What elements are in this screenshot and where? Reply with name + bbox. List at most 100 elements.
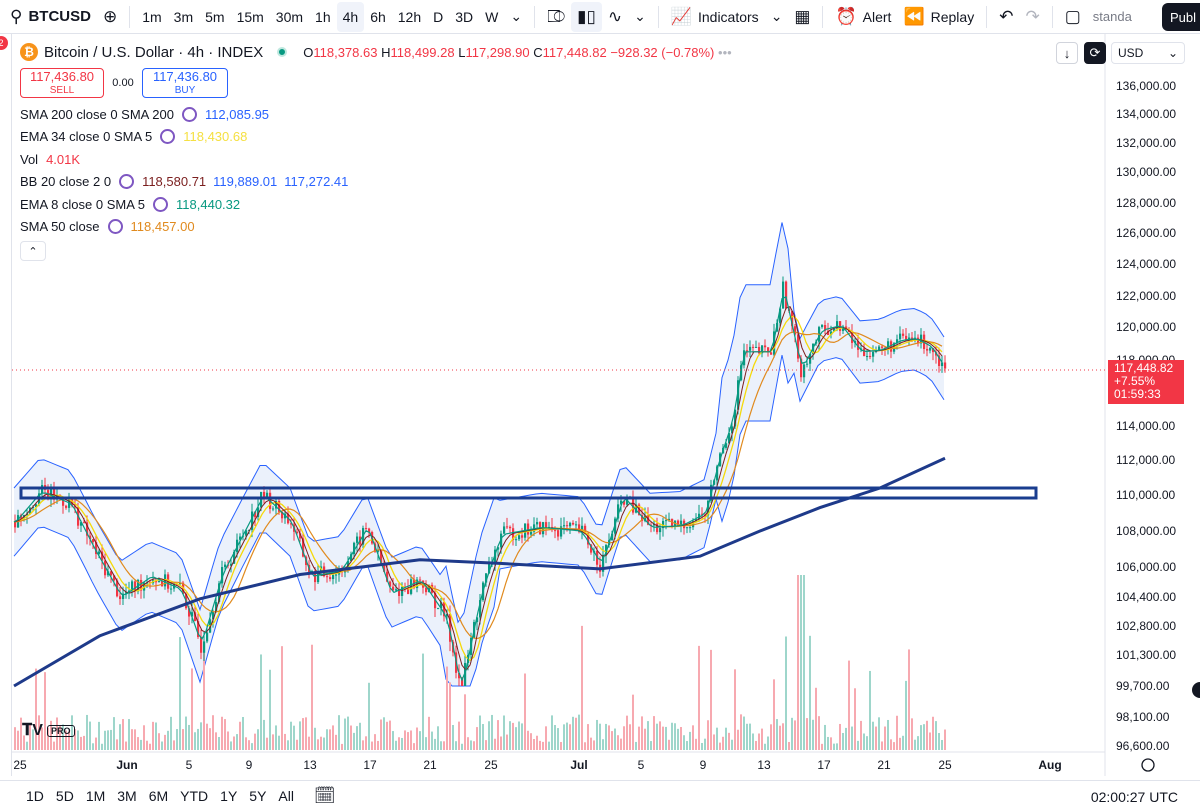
volume-bar	[554, 725, 556, 750]
alert-button[interactable]: ⏰ Alert	[829, 2, 897, 32]
volume-bar	[35, 668, 37, 750]
indicators-dropdown[interactable]: ⌄	[765, 2, 789, 32]
volume-bar	[752, 733, 754, 750]
symbol-title[interactable]: Bitcoin / U.S. Dollar · 4h · INDEX	[44, 43, 264, 61]
sell-button[interactable]: 117,436.80 SELL	[20, 68, 104, 98]
volume-bar	[830, 737, 832, 750]
indicator-row[interactable]: EMA 8 close 0 SMA 5 118,440.32	[20, 193, 1080, 216]
indicator-row[interactable]: SMA 50 close 118,457.00	[20, 216, 1080, 239]
bar-countdown: 01:59:33	[1114, 387, 1161, 401]
publish-button[interactable]: Publ	[1162, 3, 1200, 31]
indicators-button[interactable]: 📈 Indicators	[665, 2, 765, 32]
candle-body	[767, 347, 770, 353]
range-1m[interactable]: 1M	[85, 787, 106, 804]
volume-bar	[875, 726, 877, 750]
buy-button[interactable]: 117,436.80 BUY	[142, 68, 228, 98]
volume-bar	[80, 736, 82, 750]
range-3m[interactable]: 3M	[117, 787, 137, 804]
indicator-row[interactable]: SMA 200 close 0 SMA 200 112,085.95	[20, 103, 1080, 126]
range-ytd[interactable]: YTD	[180, 787, 209, 804]
range-list: 1D 5D 1M 3M 6M YTD 1Y 5Y All	[20, 788, 300, 804]
candle-body	[479, 600, 482, 618]
more-dots-icon[interactable]: •••	[718, 44, 732, 60]
auto-scale-button[interactable]: ⟳	[1084, 42, 1106, 64]
clock[interactable]: 02:00:27 UTC	[1090, 789, 1178, 805]
volume-bar	[203, 650, 205, 750]
candle-body	[65, 505, 68, 508]
candle-body	[170, 588, 173, 590]
candle-body	[356, 536, 359, 543]
interval-W[interactable]: W	[485, 8, 499, 25]
interval-1h[interactable]: 1h	[315, 8, 331, 25]
replay-button[interactable]: ⏪ Replay	[897, 2, 980, 32]
volume-bar	[77, 730, 79, 750]
redo-button[interactable]: ↷	[1019, 2, 1045, 32]
volume-bar	[263, 719, 265, 750]
collapse-legend-button[interactable]: ⌃	[20, 241, 46, 261]
interval-15m[interactable]: 15m	[236, 8, 264, 25]
volume-bar	[200, 722, 202, 750]
interval-4h[interactable]: 4h	[336, 1, 365, 32]
range-1d[interactable]: 1D	[26, 787, 44, 804]
calendar-range-icon[interactable]: 🗓	[313, 785, 336, 805]
add-symbol-button[interactable]: ⊕	[97, 2, 123, 32]
volume-bar	[797, 575, 799, 750]
currency-select[interactable]: USD ⌄	[1111, 42, 1185, 64]
volume-bar	[791, 717, 793, 750]
volume-bar	[140, 739, 142, 750]
chart-type-dropdown[interactable]: ⌄	[628, 2, 652, 32]
interval-D[interactable]: D	[433, 8, 444, 25]
price-chart[interactable]: 136,000.00 134,000.00 132,000.00 130,000.00…	[0, 0, 1200, 780]
interval-5m[interactable]: 5m	[205, 8, 225, 25]
indicator-row[interactable]: BB 20 close 2 0 118,580.71 119,889.01 117,2…	[20, 171, 1080, 194]
interval-12h[interactable]: 12h	[397, 8, 422, 25]
notification-badge[interactable]: 2	[0, 36, 8, 50]
interval-3D[interactable]: 3D	[455, 8, 474, 25]
interval-30m[interactable]: 30m	[275, 8, 304, 25]
volume-bar	[833, 743, 835, 750]
candle-body	[623, 500, 626, 505]
bar-chart-type-button[interactable]: ⎄	[541, 2, 571, 32]
range-1y[interactable]: 1Y	[220, 787, 238, 804]
sma-50-line	[13, 331, 943, 640]
volume-bar	[74, 729, 76, 750]
candle-body	[401, 586, 404, 596]
symbol-search[interactable]: ⚲ BTCUSD	[4, 2, 97, 32]
candle-body	[518, 535, 521, 540]
ema-8-line	[13, 296, 943, 682]
interval-1m[interactable]: 1m	[142, 8, 162, 25]
volume-bar	[500, 736, 502, 750]
volume-bar	[617, 735, 619, 750]
volume-bar	[443, 741, 445, 750]
volume-bar	[95, 737, 97, 750]
volume-bar	[755, 740, 757, 750]
square-icon: ▢	[1064, 6, 1081, 26]
scroll-to-latest-button[interactable]: ↓	[1056, 42, 1078, 64]
volume-bar	[278, 735, 280, 750]
range-all[interactable]: All	[278, 787, 294, 804]
line-chart-type-button[interactable]: ∿	[602, 2, 628, 32]
candle-chart-type-button[interactable]: ▮▯	[571, 1, 602, 32]
candle-body	[95, 542, 98, 555]
layout-button[interactable]: ▢	[1059, 2, 1087, 32]
volume-bar	[71, 715, 73, 750]
range-5y[interactable]: 5Y	[249, 787, 267, 804]
layout-name[interactable]: standa	[1092, 9, 1132, 24]
volume-bar	[227, 731, 229, 750]
candle-body	[353, 542, 356, 555]
range-5d[interactable]: 5D	[55, 787, 74, 804]
refresh-icon	[181, 106, 197, 122]
candle-body	[332, 574, 335, 580]
interval-6h[interactable]: 6h	[370, 8, 386, 25]
high-value: 118,499.28	[390, 44, 455, 60]
range-6m[interactable]: 6M	[148, 787, 169, 804]
templates-button[interactable]: ▦	[788, 2, 816, 32]
candle-body	[32, 506, 35, 508]
indicator-row[interactable]: Vol 4.01K	[20, 148, 1080, 171]
volume-bar	[392, 731, 394, 750]
interval-dropdown[interactable]: ⌄	[504, 2, 528, 32]
interval-3m[interactable]: 3m	[173, 8, 194, 25]
indicator-row[interactable]: EMA 34 close 0 SMA 5 118,430.68	[20, 126, 1080, 149]
candle-body	[419, 579, 422, 581]
undo-button[interactable]: ↶	[993, 2, 1019, 32]
